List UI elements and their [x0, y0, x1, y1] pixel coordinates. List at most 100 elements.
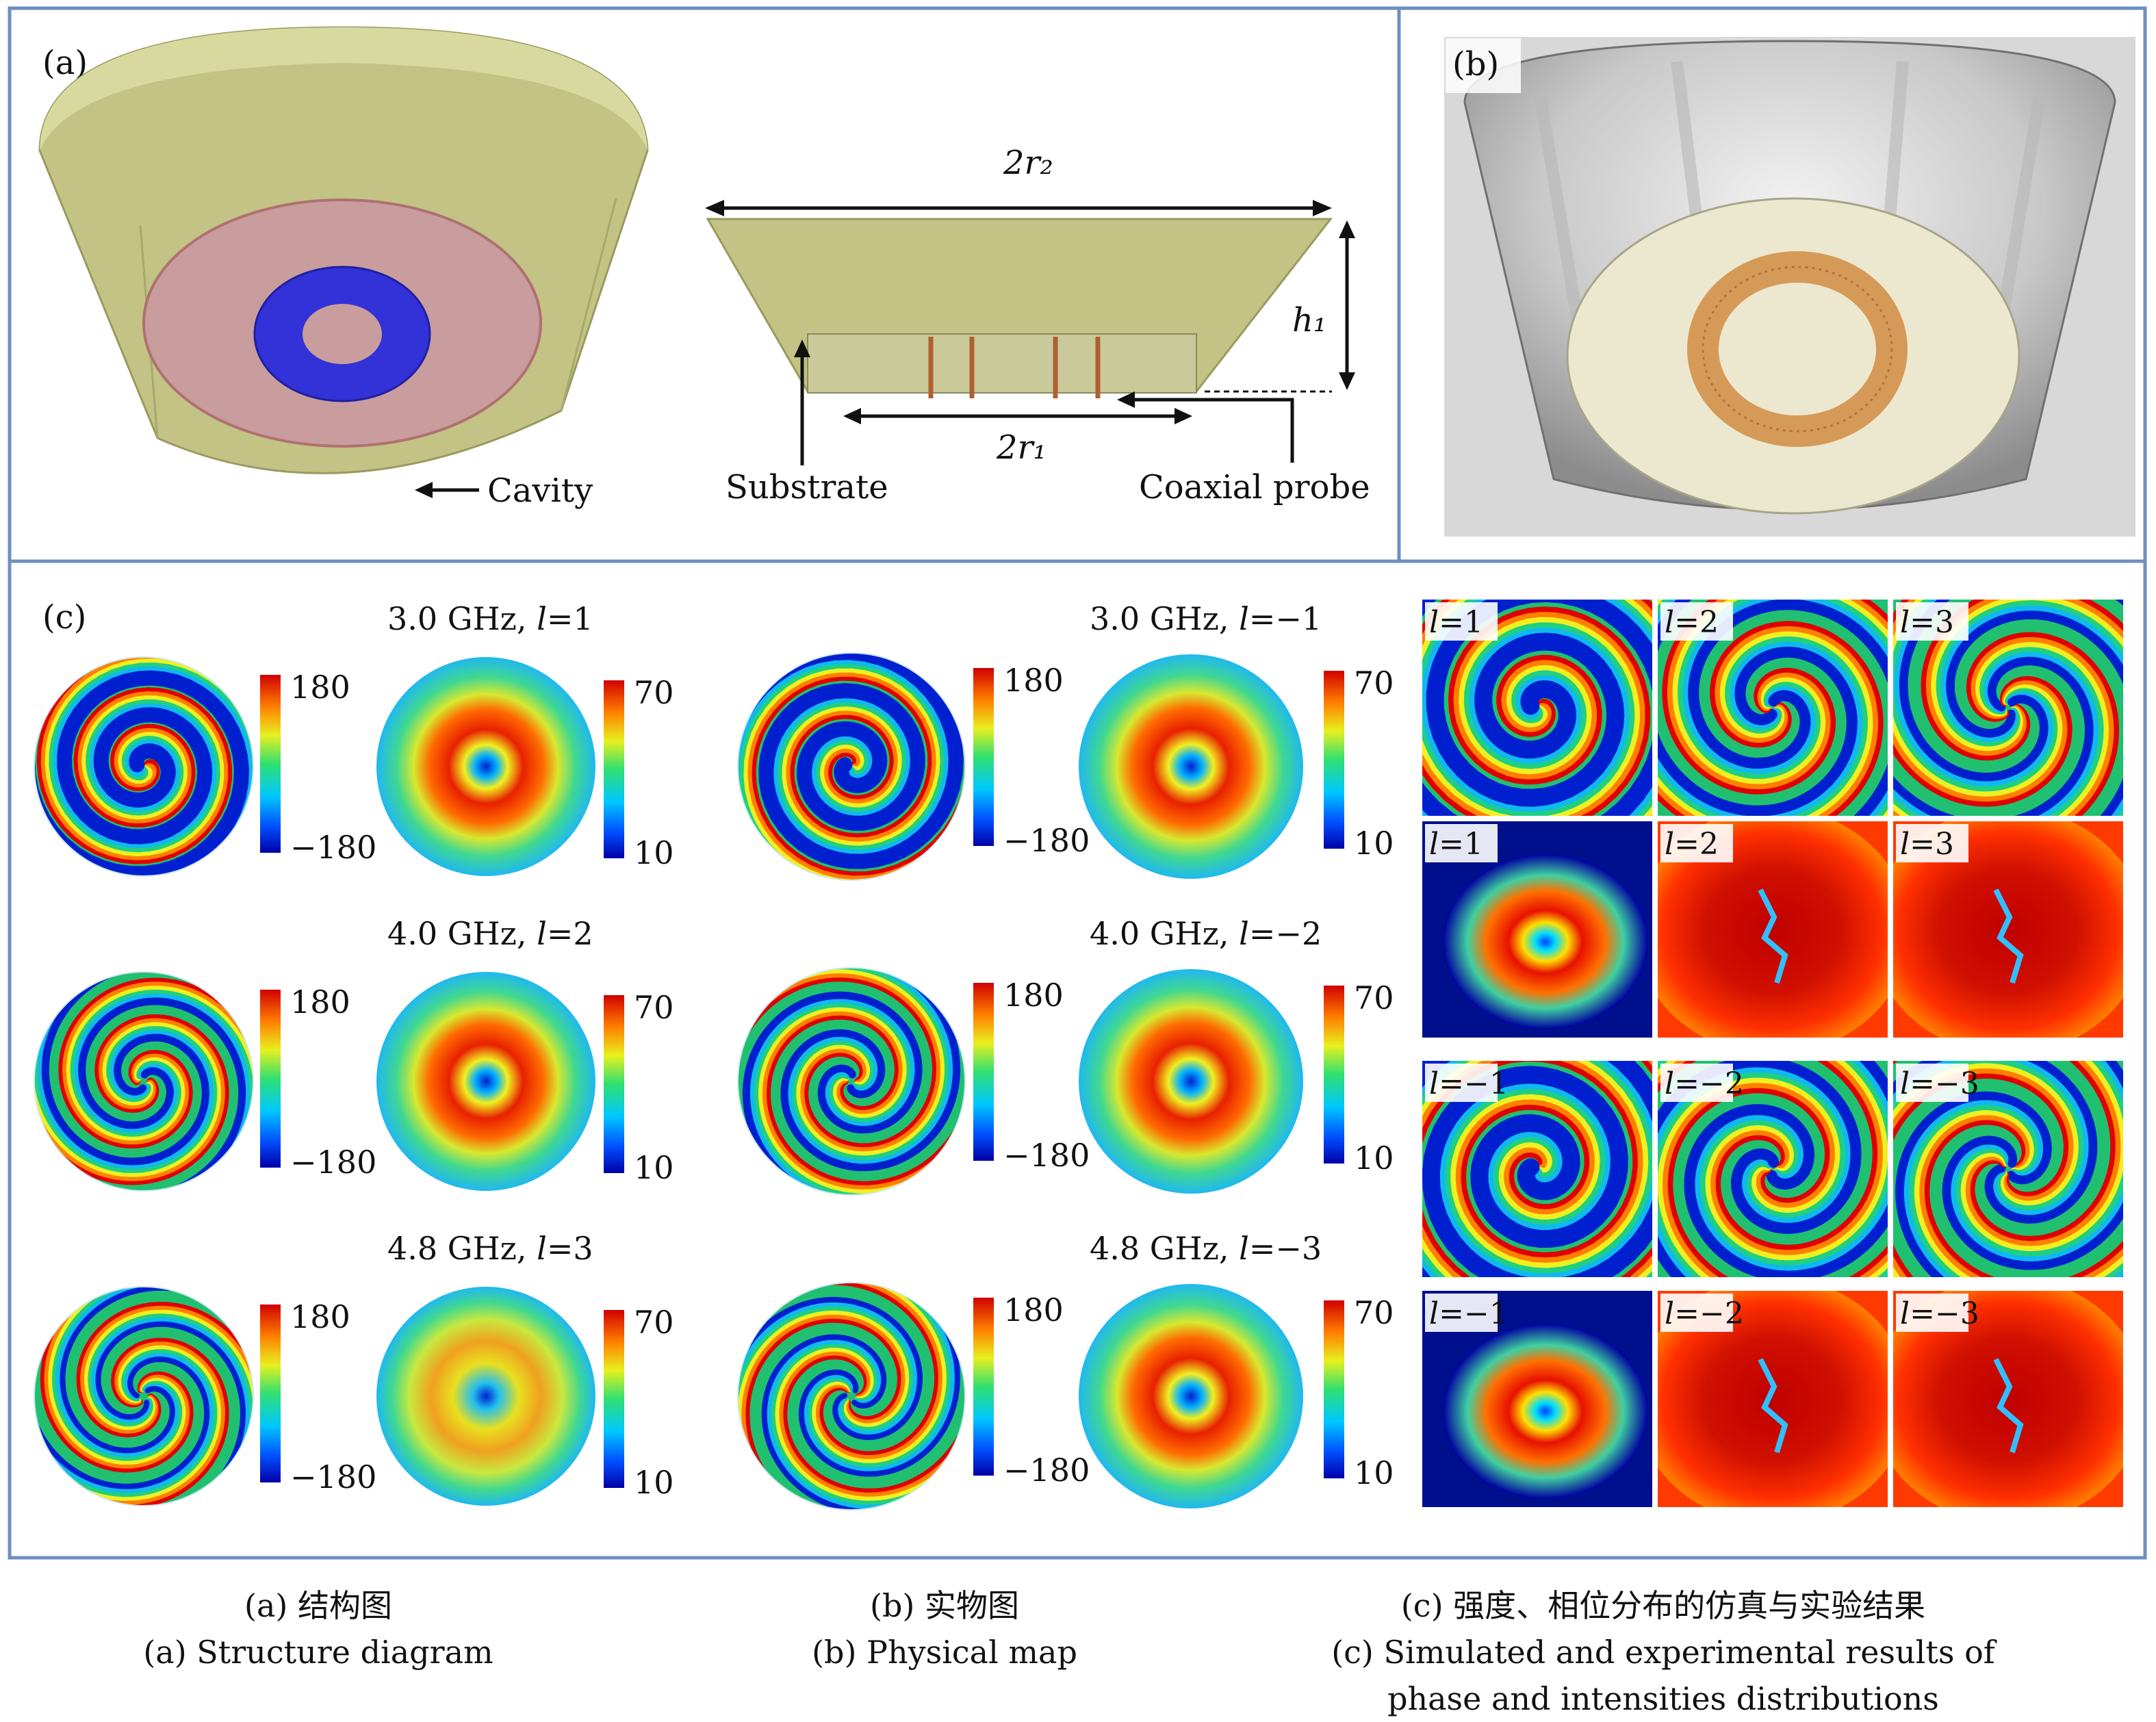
panel-frames [8, 6, 2147, 1560]
row-2-left-title: 4.0 GHz, l=2 [387, 915, 593, 952]
phase-neg-3-min: −180 [1003, 1452, 1090, 1489]
cavity-label: Cavity [487, 472, 593, 510]
grid-label-r2-c3: l=3 [1900, 827, 1954, 862]
grid-cell-r4-c2: l=−2 [1658, 1291, 1888, 1507]
row-1-left-title: 3.0 GHz, l=1 [387, 600, 593, 637]
phase-neg-1-colorbar [973, 668, 994, 846]
intensity-neg-3-colorbar [1324, 1300, 1344, 1478]
caption-a-cn: (a) 结构图 [244, 1587, 392, 1624]
cavity-cross-section [706, 218, 1333, 398]
panel-b-label: (b) [1452, 45, 1499, 83]
intensity-neg-1-min: 10 [1354, 825, 1394, 862]
phase-map-positive-3 [34, 1286, 254, 1506]
grid-cell-r1-c2: l=2 [1658, 600, 1888, 816]
intensity-pos-3-colorbar [604, 1310, 624, 1488]
panel-a: (a) Cavity [38, 26, 1370, 510]
caption-a-en: (a) Structure diagram [143, 1634, 493, 1671]
phase-pos-2-min: −180 [290, 1144, 376, 1181]
substrate-board [1566, 197, 2020, 515]
phase-neg-2-colorbar [973, 983, 994, 1161]
grid-cell-r3-c2: l=−2 [1658, 1061, 1888, 1277]
phase-neg-1-min: −180 [1003, 822, 1090, 859]
caption-b-en: (b) Physical map [812, 1634, 1077, 1671]
caption-a: (a) 结构图 (a) Structure diagram [103, 1582, 534, 1675]
grid-cell-r4-c3: l=−3 [1893, 1291, 2123, 1507]
phase-pos-1-colorbar [260, 675, 281, 853]
intensity-pos-2-colorbar [604, 995, 624, 1173]
phase-pos-2-max: 180 [290, 984, 350, 1020]
phase-pos-3-min: −180 [290, 1458, 376, 1495]
panel-b: (b) [1444, 37, 2135, 537]
grid-cell-r2-c1: l=1 [1422, 821, 1652, 1038]
phase-pos-1-min: −180 [290, 829, 376, 866]
intensity-neg-1-max: 70 [1354, 665, 1394, 702]
grid-label-r2-c1: l=1 [1429, 827, 1483, 862]
intensity-neg-1-colorbar [1324, 671, 1344, 849]
phase-map-negative-2 [737, 967, 966, 1196]
intensity-neg-2-max: 70 [1354, 979, 1394, 1016]
row-3-right-title: 4.8 GHz, l=−3 [1090, 1230, 1322, 1267]
phase-map-negative-1 [737, 652, 966, 881]
grid-label-r4-c2: l=−2 [1665, 1296, 1744, 1331]
grid-cell-r4-c1: l=−1 [1422, 1291, 1652, 1507]
phase-neg-3-max: 180 [1003, 1292, 1064, 1328]
grid-cell-r2-c3: l=3 [1893, 821, 2123, 1038]
caption-c-cn: (c) 强度、相位分布的仿真与实验结果 [1400, 1587, 1926, 1624]
panel-c-label: (c) [42, 598, 86, 637]
intensity-neg-3-max: 70 [1354, 1294, 1394, 1331]
caption-b: (b) 实物图 (b) Physical map [767, 1582, 1122, 1675]
phase-pos-3-colorbar [260, 1305, 281, 1482]
probe-label: Coaxial probe [1139, 468, 1370, 506]
phase-map-positive-2 [34, 971, 254, 1192]
intensity-neg-2-colorbar [1324, 986, 1344, 1164]
intensity-map-negative-1 [1079, 654, 1303, 879]
intensity-neg-3-min: 10 [1354, 1454, 1394, 1491]
dimension-arrows [705, 200, 1355, 465]
grid-label-r3-c3: l=−3 [1900, 1066, 1979, 1101]
substrate-label: Substrate [726, 468, 888, 506]
intensity-pos-3-max: 70 [634, 1304, 674, 1341]
grid-cell-r2-c2: l=2 [1658, 821, 1888, 1038]
panel-c-row-1: 3.0 GHz, l=1 3.0 GHz, l=−1 180 −180 70 10 180 −… [34, 600, 1394, 881]
intensity-pos-2-max: 70 [634, 989, 674, 1026]
phase-pos-2-colorbar [260, 990, 281, 1168]
grid-label-r1-c3: l=3 [1900, 605, 1954, 640]
dim-2r2: 2r₂ [1003, 144, 1053, 182]
intensity-map-negative-2 [1079, 969, 1303, 1194]
grid-label-r3-c2: l=−2 [1665, 1066, 1744, 1101]
caption-c-en-1: (c) Simulated and experimental results o… [1331, 1634, 1995, 1671]
panel-c-grid: l=1 l=2 l=3 l=1 l=2 l=3 l=−1 l=−2 l=−3 l=−1 l=−2 l=… [1422, 600, 2123, 1507]
intensity-map-positive-3 [376, 1287, 595, 1506]
caption-b-cn: (b) 实物图 [870, 1587, 1019, 1624]
panel-c-row-2: 4.0 GHz, l=2 4.0 GHz, l=−2 180 −180 70 10 180 −… [34, 915, 1394, 1196]
intensity-map-positive-2 [376, 972, 595, 1191]
dim-h1: h₁ [1292, 301, 1326, 339]
grid-label-r2-c2: l=2 [1665, 827, 1719, 862]
grid-label-r3-c1: l=−1 [1429, 1066, 1509, 1101]
row-3-left-title: 4.8 GHz, l=3 [387, 1230, 593, 1267]
grid-cell-r1-c1: l=1 [1422, 600, 1652, 816]
intensity-pos-1-max: 70 [634, 674, 674, 711]
phase-neg-2-max: 180 [1003, 977, 1064, 1014]
intensity-map-negative-3 [1079, 1284, 1303, 1508]
grid-label-r1-c1: l=1 [1429, 605, 1483, 640]
intensity-pos-3-min: 10 [634, 1464, 674, 1501]
phase-pos-1-max: 180 [290, 669, 350, 706]
dim-2r1: 2r₁ [996, 428, 1047, 467]
grid-label-r4-c3: l=−3 [1900, 1296, 1979, 1331]
panel-c-row-3: 4.8 GHz, l=3 4.8 GHz, l=−3 180 −180 70 10 180 −… [34, 1230, 1394, 1511]
grid-cell-r3-c1: l=−1 [1422, 1061, 1652, 1277]
intensity-neg-2-min: 10 [1354, 1140, 1394, 1177]
grid-cell-r1-c3: l=3 [1893, 600, 2123, 816]
grid-label-r1-c2: l=2 [1665, 605, 1719, 640]
grid-cell-r3-c3: l=−3 [1893, 1061, 2123, 1277]
intensity-pos-2-min: 10 [634, 1149, 674, 1186]
row-1-right-title: 3.0 GHz, l=−1 [1090, 600, 1322, 637]
panel-c: (c) 3.0 GHz, l=1 3.0 GHz, l=−1 180 −180 70 10… [34, 598, 2123, 1511]
phase-map-positive-1 [34, 656, 254, 877]
grid-label-r4-c1: l=−1 [1429, 1296, 1509, 1331]
row-2-right-title: 4.0 GHz, l=−2 [1090, 915, 1322, 952]
phase-neg-2-min: −180 [1003, 1137, 1090, 1174]
panel-a-label: (a) [42, 44, 88, 82]
